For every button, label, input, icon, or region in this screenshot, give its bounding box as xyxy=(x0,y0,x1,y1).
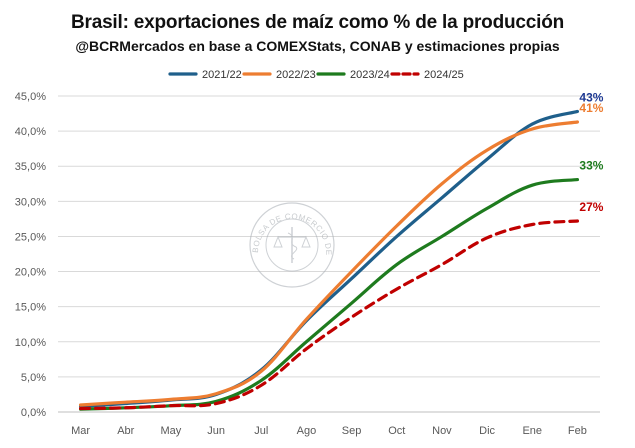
x-tick-label: May xyxy=(161,425,182,437)
x-tick-label: Nov xyxy=(432,425,452,437)
y-tick-label: 45,0% xyxy=(15,91,46,103)
legend-label-2022-23: 2022/23 xyxy=(276,69,316,81)
y-tick-label: 35,0% xyxy=(15,161,46,173)
y-tick-label: 0,0% xyxy=(21,407,46,419)
seal-outer-ring xyxy=(249,202,335,288)
x-tick-label: Ago xyxy=(297,425,317,437)
y-tick-label: 25,0% xyxy=(15,231,46,243)
series-line-2023-24 xyxy=(78,177,580,411)
x-tick-label: Jul xyxy=(254,425,268,437)
seal-text: BOLSA DE COMERCIO DE ROSARIO xyxy=(0,0,333,256)
y-tick-label: 20,0% xyxy=(15,267,46,279)
end-label-2024-25: 27% xyxy=(579,200,603,214)
chart-subtitle: @BCRMercados en base a COMEXStats, CONAB… xyxy=(75,38,560,54)
y-tick-label: 10,0% xyxy=(15,337,46,349)
x-tick-label: Sep xyxy=(342,425,362,437)
y-tick-label: 15,0% xyxy=(15,302,46,314)
chart-title: Brasil: exportaciones de maíz como % de … xyxy=(70,12,565,33)
x-tick-label: Oct xyxy=(388,425,405,437)
legend-label-2024-25: 2024/25 xyxy=(424,69,464,81)
legend-label-2023-24: 2023/24 xyxy=(350,69,390,81)
y-tick-label: 30,0% xyxy=(15,196,46,208)
end-label-2022-23: 41% xyxy=(579,101,603,115)
x-tick-label: Mar xyxy=(71,425,90,437)
x-tick-label: Abr xyxy=(117,425,134,437)
y-tick-label: 40,0% xyxy=(15,126,46,138)
watermark-seal: BOLSA DE COMERCIO DE ROSARIO xyxy=(0,0,335,288)
x-tick-label: Dic xyxy=(479,425,495,437)
seal-pan-left xyxy=(273,235,283,248)
seal-inner-ring xyxy=(265,218,319,272)
x-tick-label: Jun xyxy=(207,425,225,437)
series-line-2021-22 xyxy=(78,109,580,408)
end-label-2021-22: 43% xyxy=(579,90,603,104)
legend-label-2021-22: 2021/22 xyxy=(202,69,242,81)
end-label-2023-24: 33% xyxy=(579,159,603,173)
x-tick-label: Feb xyxy=(568,425,587,437)
x-tick-label: Ene xyxy=(522,425,542,437)
series-line-2024-25 xyxy=(78,219,580,411)
seal-pan-right xyxy=(301,235,311,248)
series-line-2022-23 xyxy=(78,120,580,407)
seal-serpent xyxy=(287,232,298,260)
y-tick-label: 5,0% xyxy=(21,372,46,384)
